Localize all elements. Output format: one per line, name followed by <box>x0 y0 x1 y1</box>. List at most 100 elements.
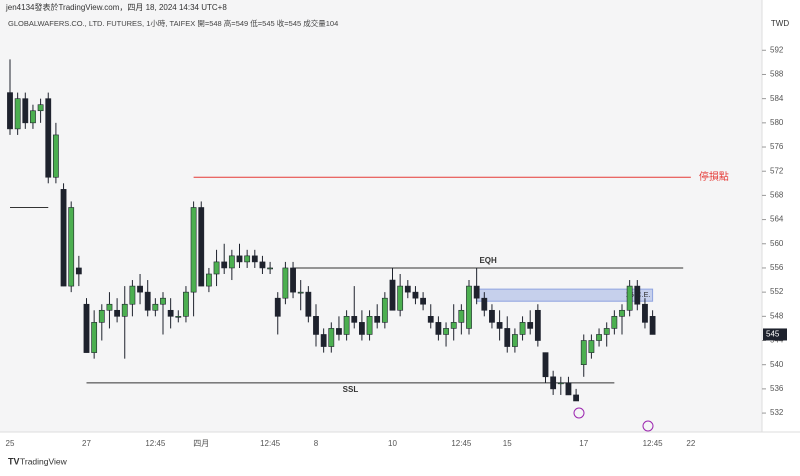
level-label: 停損點 <box>699 170 729 183</box>
y-tick-label: 536 <box>770 384 784 393</box>
candle-body <box>358 322 365 335</box>
candle-body <box>37 104 44 112</box>
candle-body <box>565 382 572 396</box>
candle-body <box>236 255 243 263</box>
last-price: 545 <box>766 330 780 339</box>
candle-body <box>473 285 480 299</box>
candle-body <box>412 291 419 299</box>
candle-body <box>206 273 212 287</box>
candle-body <box>144 291 151 311</box>
candle-body <box>98 309 105 323</box>
y-tick-label: 588 <box>770 70 784 79</box>
candle-body <box>366 316 373 335</box>
candle-body <box>30 110 36 124</box>
candle-body <box>626 285 633 311</box>
candle-body <box>611 316 618 329</box>
x-tick-label: 12:45 <box>451 439 472 448</box>
currency: TWD <box>771 19 789 28</box>
candle-body <box>68 207 75 287</box>
candle-body <box>7 92 13 130</box>
x-tick-label: 12:45 <box>643 439 664 448</box>
brand-logo: TV <box>8 456 20 466</box>
candle-body <box>290 267 296 293</box>
event-icon[interactable] <box>573 407 585 419</box>
x-tick-label: 12:45 <box>145 439 166 448</box>
candle-body <box>450 322 457 329</box>
candle-body <box>504 328 511 347</box>
candle-body <box>481 297 488 311</box>
candle-body <box>137 285 143 293</box>
last-price-box <box>763 328 787 341</box>
event-icon[interactable] <box>642 420 654 432</box>
candle-body <box>83 303 90 353</box>
y-tick-label: 584 <box>770 94 784 103</box>
candle-body <box>213 261 220 275</box>
y-tick-label: 532 <box>770 408 784 417</box>
candle-body <box>160 297 166 305</box>
candle-body <box>534 309 541 341</box>
candle-body <box>573 394 579 402</box>
y-tick-label: 576 <box>770 142 784 151</box>
x-tick-label: 25 <box>6 439 15 448</box>
x-tick-label: 15 <box>503 439 512 448</box>
y-tick-label: 592 <box>770 45 784 54</box>
candle-body <box>542 352 549 378</box>
y-tick-label: 552 <box>770 287 784 296</box>
candle-body <box>60 189 67 287</box>
y-tick-label: 572 <box>770 166 784 175</box>
candle-body <box>458 309 465 323</box>
x-tick-label: 四月 <box>193 439 209 448</box>
candle-body <box>129 285 136 305</box>
candle-body <box>397 285 404 311</box>
candle-body <box>14 98 21 130</box>
candle-body <box>175 316 182 318</box>
candle-body <box>121 303 128 317</box>
candle-body <box>91 322 98 353</box>
y-tick-label: 568 <box>770 191 784 200</box>
x-tick-label: 10 <box>388 439 397 448</box>
candle-body <box>489 309 495 323</box>
candle-body <box>106 303 113 311</box>
symbol-info: GLOBALWAFERS.CO., LTD. FUTURES, 1小時, TAI… <box>8 18 338 28</box>
candle-body <box>443 328 449 335</box>
candle-body <box>619 309 625 317</box>
y-tick-label: 564 <box>770 215 784 224</box>
candle-body <box>496 322 503 329</box>
candle-body <box>580 340 587 365</box>
candle-body <box>603 328 610 335</box>
byline: jen4134發表於TradingView.com，四月 18, 2024 14… <box>5 2 227 12</box>
level-label: EQH <box>479 256 497 265</box>
candle-body <box>389 279 396 311</box>
candle-body <box>183 291 189 317</box>
candle-body <box>642 303 648 323</box>
candle-body <box>282 267 289 299</box>
candle-body <box>305 291 312 317</box>
candle-body <box>251 255 258 263</box>
candle-body <box>328 328 335 347</box>
candle-body <box>221 261 228 269</box>
candle-body <box>198 207 205 287</box>
candle-body <box>336 328 342 335</box>
y-tick-label: 560 <box>770 239 784 248</box>
candle-body <box>649 316 656 335</box>
brand: TradingView <box>20 456 68 466</box>
y-tick-label: 556 <box>770 263 784 272</box>
candle-body <box>527 322 534 329</box>
candle-body <box>244 255 251 263</box>
y-tick-label: 548 <box>770 311 784 320</box>
candle-body <box>313 316 319 335</box>
candle-body <box>274 297 281 317</box>
candle-body <box>114 309 120 317</box>
candle-body <box>351 316 358 323</box>
candle-body <box>634 285 641 305</box>
candle-body <box>588 340 595 353</box>
y-tick-label: 580 <box>770 118 784 127</box>
plot-area <box>0 0 762 432</box>
x-tick-label: 27 <box>82 439 91 448</box>
candle-body <box>228 255 235 269</box>
x-tick-label: 12:45 <box>260 439 281 448</box>
candle-body <box>52 134 59 178</box>
x-tick-label: 22 <box>686 439 695 448</box>
candle-body <box>374 316 381 323</box>
candle-body <box>427 316 434 323</box>
